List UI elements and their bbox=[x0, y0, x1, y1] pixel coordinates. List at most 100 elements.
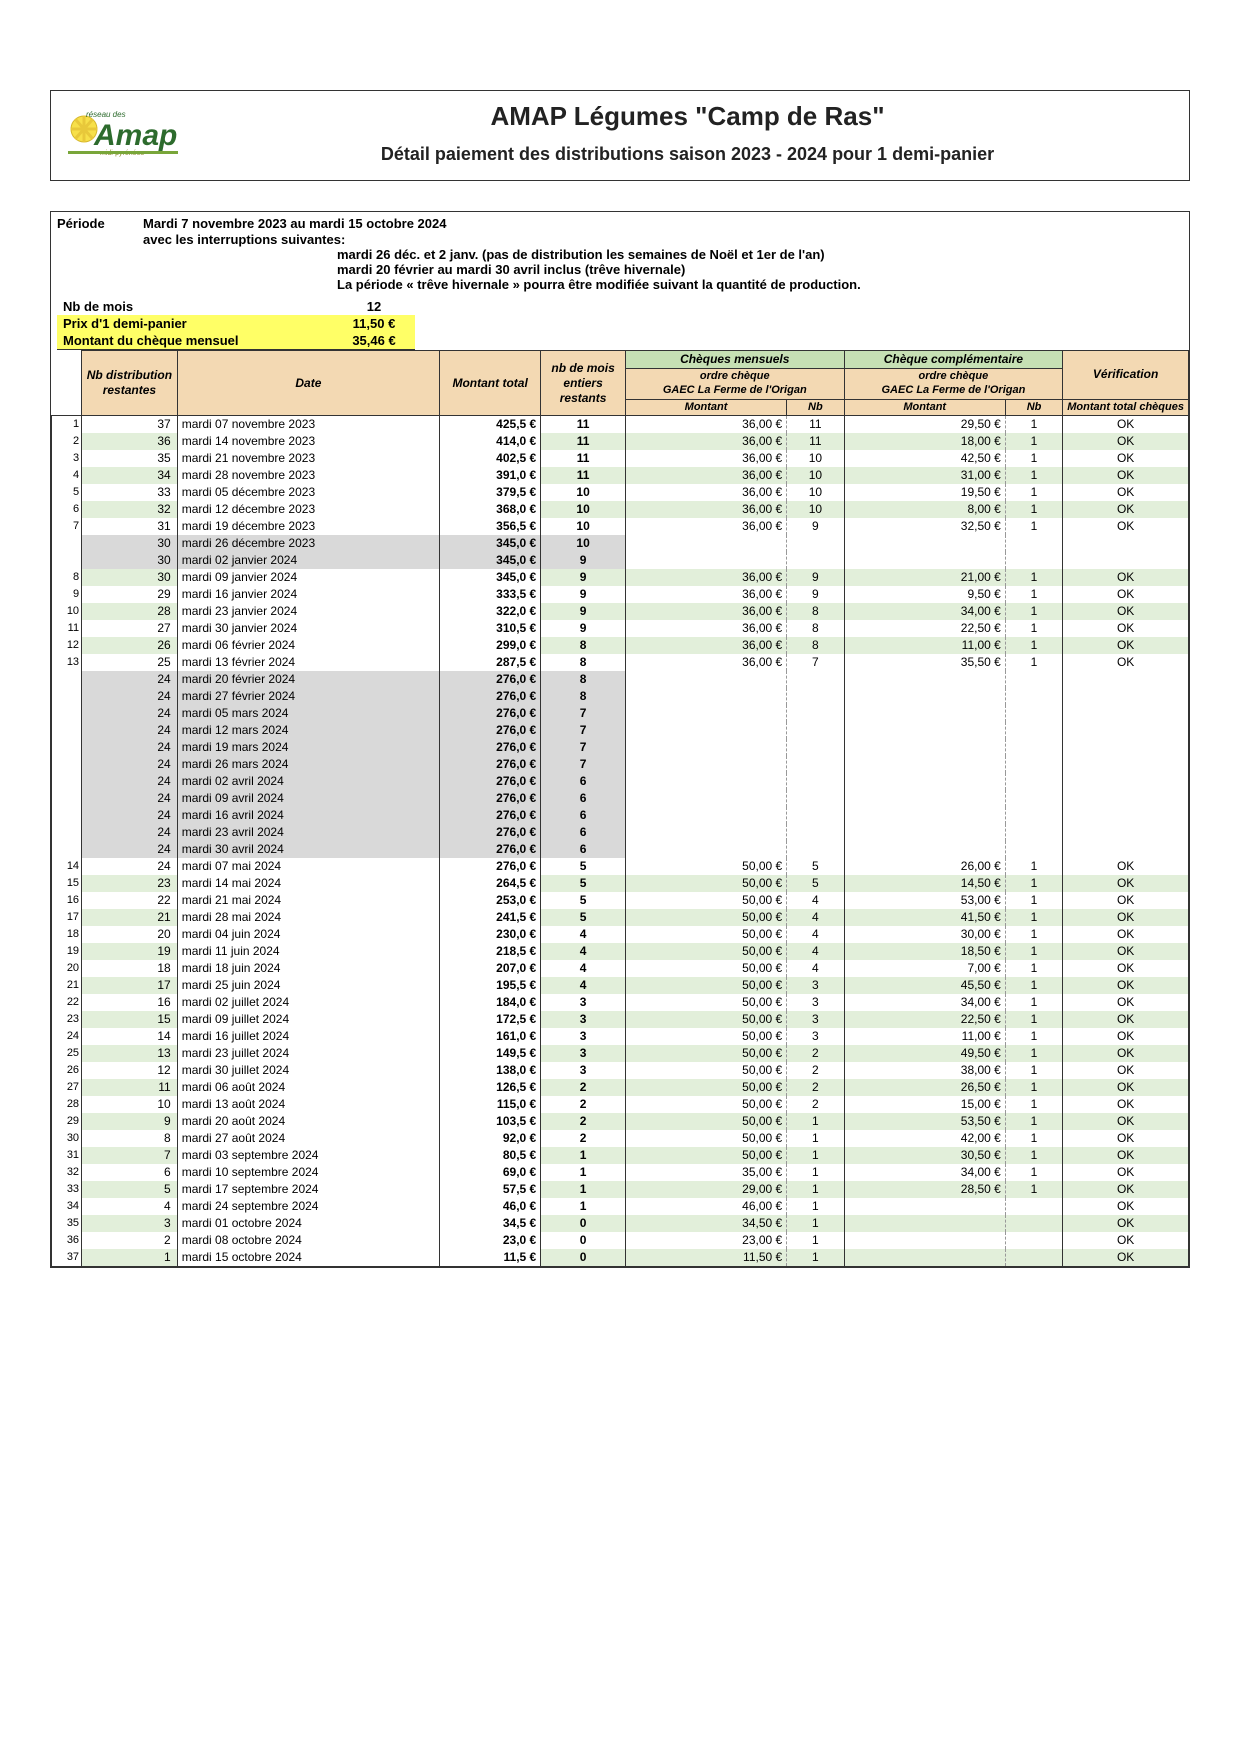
cell: 310,5 € bbox=[440, 620, 541, 637]
cell: 23,0 € bbox=[440, 1232, 541, 1249]
cell: 10 bbox=[787, 450, 844, 467]
cell: mardi 23 janvier 2024 bbox=[177, 603, 439, 620]
cell: 14 bbox=[52, 858, 82, 875]
hdr-date: Date bbox=[177, 351, 439, 416]
hdr-cheques-mensuels: Chèques mensuels bbox=[625, 351, 844, 369]
cell: 3 bbox=[787, 994, 844, 1011]
cell: 30 bbox=[82, 552, 178, 569]
cell bbox=[844, 824, 1005, 841]
cell: 36,00 € bbox=[625, 620, 786, 637]
cell: 7 bbox=[541, 705, 626, 722]
cell: OK bbox=[1063, 450, 1189, 467]
cell: 30 bbox=[82, 569, 178, 586]
cell bbox=[1005, 1198, 1062, 1215]
cell: 1 bbox=[1005, 875, 1062, 892]
cell bbox=[1005, 722, 1062, 739]
cell: 50,00 € bbox=[625, 1079, 786, 1096]
table-row: 2414mardi 16 juillet 2024161,0 €350,00 €… bbox=[52, 1028, 1189, 1045]
cell: 8 bbox=[787, 603, 844, 620]
cell bbox=[787, 790, 844, 807]
cell: 1 bbox=[1005, 994, 1062, 1011]
cell: 23,00 € bbox=[625, 1232, 786, 1249]
cell: 1 bbox=[1005, 892, 1062, 909]
cell: 9 bbox=[787, 569, 844, 586]
cell: 5 bbox=[82, 1181, 178, 1198]
cell: 11,00 € bbox=[844, 637, 1005, 654]
cell: 195,5 € bbox=[440, 977, 541, 994]
cell: 29 bbox=[82, 586, 178, 603]
cell: 13 bbox=[82, 1045, 178, 1062]
cell: 23 bbox=[52, 1011, 82, 1028]
cell: 1 bbox=[1005, 977, 1062, 994]
cell bbox=[1005, 688, 1062, 705]
cell: 36,00 € bbox=[625, 637, 786, 654]
cell: 15 bbox=[82, 1011, 178, 1028]
cell bbox=[787, 739, 844, 756]
cell: 276,0 € bbox=[440, 824, 541, 841]
table-row: 1028mardi 23 janvier 2024322,0 €936,00 €… bbox=[52, 603, 1189, 620]
table-row: 731mardi 19 décembre 2023356,5 €1036,00 … bbox=[52, 518, 1189, 535]
cell: 35 bbox=[52, 1215, 82, 1232]
cell: 41,50 € bbox=[844, 909, 1005, 926]
cell: 3 bbox=[541, 1045, 626, 1062]
cell: 34,5 € bbox=[440, 1215, 541, 1232]
cell: 22 bbox=[52, 994, 82, 1011]
cell: OK bbox=[1063, 1198, 1189, 1215]
cell bbox=[52, 739, 82, 756]
table-row: 2810mardi 13 août 2024115,0 €250,00 €215… bbox=[52, 1096, 1189, 1113]
cell: 8,00 € bbox=[844, 501, 1005, 518]
cell: 33 bbox=[82, 484, 178, 501]
table-body: 137mardi 07 novembre 2023425,5 €1136,00 … bbox=[52, 416, 1189, 1267]
cell: 50,00 € bbox=[625, 1045, 786, 1062]
cell: 184,0 € bbox=[440, 994, 541, 1011]
cell: 9 bbox=[541, 603, 626, 620]
cell: 356,5 € bbox=[440, 518, 541, 535]
cell: 36,00 € bbox=[625, 450, 786, 467]
cell: OK bbox=[1063, 1164, 1189, 1181]
cell: 149,5 € bbox=[440, 1045, 541, 1062]
cell: 14,50 € bbox=[844, 875, 1005, 892]
cell: 3 bbox=[82, 1215, 178, 1232]
cell: mardi 16 janvier 2024 bbox=[177, 586, 439, 603]
interruption-line: La période « trêve hivernale » pourra êt… bbox=[337, 277, 1183, 292]
cell: 10 bbox=[541, 501, 626, 518]
cell bbox=[625, 671, 786, 688]
cell: 32 bbox=[82, 501, 178, 518]
cell bbox=[844, 739, 1005, 756]
cell: 276,0 € bbox=[440, 705, 541, 722]
cell: 1 bbox=[1005, 569, 1062, 586]
hdr-verification: Vérification bbox=[1063, 351, 1189, 400]
cell: OK bbox=[1063, 1232, 1189, 1249]
cell: 7 bbox=[787, 654, 844, 671]
monthly-label: Montant du chèque mensuel bbox=[57, 332, 333, 349]
cell: 1 bbox=[1005, 1164, 1062, 1181]
cell: mardi 09 janvier 2024 bbox=[177, 569, 439, 586]
cell: OK bbox=[1063, 1028, 1189, 1045]
cell bbox=[1005, 739, 1062, 756]
cell: 11 bbox=[541, 433, 626, 450]
cell: mardi 02 janvier 2024 bbox=[177, 552, 439, 569]
cell: 6 bbox=[52, 501, 82, 518]
cell: mardi 01 octobre 2024 bbox=[177, 1215, 439, 1232]
cell: 31 bbox=[82, 518, 178, 535]
cell: 28 bbox=[52, 1096, 82, 1113]
cell: mardi 07 novembre 2023 bbox=[177, 416, 439, 434]
cell: 30 bbox=[82, 535, 178, 552]
cell: 2 bbox=[541, 1130, 626, 1147]
cell: 50,00 € bbox=[625, 1130, 786, 1147]
cell bbox=[1063, 824, 1189, 841]
cell: 11 bbox=[52, 620, 82, 637]
cell: mardi 26 décembre 2023 bbox=[177, 535, 439, 552]
cell bbox=[52, 722, 82, 739]
cell: 2 bbox=[787, 1062, 844, 1079]
cell: 1 bbox=[787, 1181, 844, 1198]
cell: 7 bbox=[541, 756, 626, 773]
cell: OK bbox=[1063, 1147, 1189, 1164]
cell: 5 bbox=[52, 484, 82, 501]
cell: 1 bbox=[1005, 943, 1062, 960]
cell bbox=[844, 535, 1005, 552]
cell: 34,00 € bbox=[844, 994, 1005, 1011]
cell bbox=[625, 841, 786, 858]
table-row: 308mardi 27 août 202492,0 €250,00 €142,0… bbox=[52, 1130, 1189, 1147]
hdr-mt-total-cheques: Montant total chèques bbox=[1063, 399, 1189, 416]
